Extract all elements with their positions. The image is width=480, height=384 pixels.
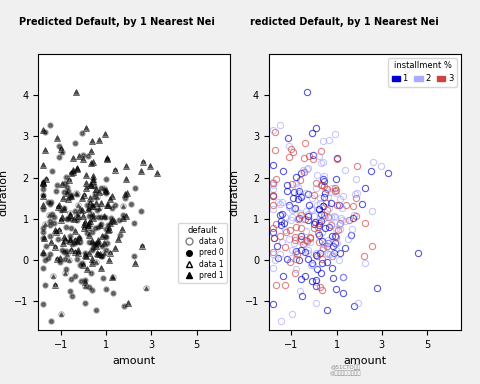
Y-axis label: duration: duration	[229, 169, 239, 215]
Text: o: o	[404, 65, 410, 75]
Text: Predicted Default, by 1 Nearest Nei: Predicted Default, by 1 Nearest Nei	[19, 17, 215, 27]
X-axis label: amount: amount	[113, 356, 156, 366]
Text: redicted Default, by 1 Nearest Nei: redicted Default, by 1 Nearest Nei	[250, 17, 438, 27]
Legend: data 0, pred 0, data 1, pred 1: data 0, pred 0, data 1, pred 1	[178, 223, 227, 283]
Legend: 1, 2, 3: 1, 2, 3	[388, 58, 456, 87]
Y-axis label: duration: duration	[0, 169, 9, 215]
Text: @51CTO博客
@稀土掘金技术社区: @51CTO博客 @稀土掘金技术社区	[330, 364, 361, 376]
X-axis label: amount: amount	[343, 356, 386, 366]
